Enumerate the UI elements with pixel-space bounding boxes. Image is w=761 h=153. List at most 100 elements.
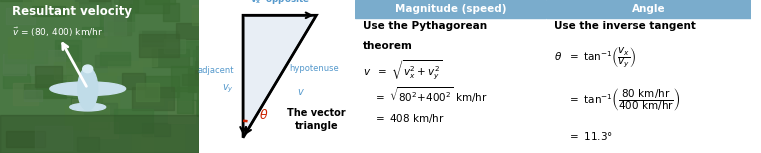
Text: Magnitude (speed): Magnitude (speed) xyxy=(395,4,506,14)
Ellipse shape xyxy=(50,82,126,96)
Bar xyxy=(24,84,65,99)
Text: $\quad =\ 408\ \mathrm{km/hr}$: $\quad =\ 408\ \mathrm{km/hr}$ xyxy=(363,112,445,125)
Text: $\quad\ =\ \tan^{-1}\!\left(\dfrac{80\ \mathrm{km/hr}}{400\ \mathrm{km/hr}}\righ: $\quad\ =\ \tan^{-1}\!\left(\dfrac{80\ \… xyxy=(554,86,680,113)
Bar xyxy=(23,0,63,11)
Text: $\quad\ =\ 11.3°$: $\quad\ =\ 11.3°$ xyxy=(554,130,613,142)
Bar xyxy=(100,9,134,31)
Bar xyxy=(151,49,189,67)
Bar xyxy=(82,27,104,37)
Bar xyxy=(180,41,205,56)
Bar xyxy=(199,95,242,112)
Ellipse shape xyxy=(78,67,97,110)
Bar xyxy=(139,45,158,66)
Bar xyxy=(77,137,99,151)
Bar xyxy=(104,15,126,35)
Bar xyxy=(122,9,142,26)
Text: $\vec{v}$ = (80, 400) km/hr: $\vec{v}$ = (80, 400) km/hr xyxy=(12,26,103,39)
Bar xyxy=(132,133,153,152)
Bar xyxy=(192,5,228,24)
Bar xyxy=(8,37,33,58)
Bar xyxy=(163,3,180,21)
Text: hypotenuse: hypotenuse xyxy=(289,64,339,73)
Bar xyxy=(546,0,751,18)
Bar xyxy=(97,33,120,47)
Bar xyxy=(355,0,546,18)
Bar xyxy=(35,126,72,150)
Bar xyxy=(3,54,26,75)
Bar xyxy=(43,57,71,68)
Bar xyxy=(72,99,96,114)
Bar xyxy=(114,109,153,133)
Text: Use the Pythagorean: Use the Pythagorean xyxy=(363,21,487,31)
Bar xyxy=(130,0,170,13)
Bar xyxy=(24,90,43,101)
Bar xyxy=(141,31,178,41)
Bar xyxy=(5,44,47,63)
Polygon shape xyxy=(243,15,317,138)
Bar xyxy=(84,103,116,114)
Ellipse shape xyxy=(70,103,106,111)
Bar xyxy=(122,73,145,89)
Bar xyxy=(32,0,71,11)
Bar xyxy=(132,88,174,110)
Bar xyxy=(139,34,180,57)
Bar xyxy=(13,83,38,105)
Bar xyxy=(3,74,30,88)
Bar xyxy=(89,0,110,1)
Bar xyxy=(76,0,105,3)
Bar xyxy=(68,76,86,95)
Bar xyxy=(119,0,138,12)
Text: adjacent: adjacent xyxy=(197,66,234,75)
Bar xyxy=(142,123,170,136)
Bar xyxy=(89,122,118,138)
Bar xyxy=(192,100,221,114)
Bar xyxy=(56,2,78,14)
Text: The vector
triangle: The vector triangle xyxy=(287,108,345,131)
Bar xyxy=(108,61,142,75)
Bar xyxy=(177,87,193,113)
Bar xyxy=(34,116,76,143)
Bar xyxy=(132,86,163,105)
Text: $\theta\ \ =\ \tan^{-1}\!\left(\dfrac{v_x}{v_y}\right)$: $\theta\ \ =\ \tan^{-1}\!\left(\dfrac{v_… xyxy=(554,46,636,70)
Bar xyxy=(170,66,212,91)
Bar xyxy=(193,50,221,69)
Bar xyxy=(187,68,218,92)
Text: Resultant velocity: Resultant velocity xyxy=(12,5,132,18)
Bar xyxy=(55,40,81,67)
Bar xyxy=(91,94,119,120)
Bar xyxy=(168,101,196,123)
Bar xyxy=(164,39,185,53)
Bar xyxy=(136,83,159,101)
Text: Use the inverse tangent: Use the inverse tangent xyxy=(554,21,696,31)
Bar xyxy=(145,76,179,97)
Bar xyxy=(34,66,62,87)
Text: $\theta$: $\theta$ xyxy=(259,108,268,122)
Bar xyxy=(79,73,116,87)
Bar xyxy=(176,23,218,39)
Bar xyxy=(0,0,33,1)
Bar xyxy=(6,8,35,24)
Bar xyxy=(196,93,231,116)
Bar xyxy=(100,52,130,65)
Bar xyxy=(195,61,237,78)
Bar xyxy=(36,75,72,97)
Text: $v_y$: $v_y$ xyxy=(222,82,234,95)
Bar xyxy=(71,98,102,110)
Bar xyxy=(65,105,109,129)
Text: $\mathbf{v_x}$  opposite: $\mathbf{v_x}$ opposite xyxy=(250,0,310,6)
Bar xyxy=(183,74,205,85)
Bar xyxy=(192,8,228,25)
Bar xyxy=(145,0,175,4)
Bar xyxy=(0,115,199,153)
Bar xyxy=(114,0,132,3)
Text: $v\ \ =\ \sqrt{v_x^2+v_y^2}$: $v\ \ =\ \sqrt{v_x^2+v_y^2}$ xyxy=(363,58,442,82)
Bar xyxy=(196,47,219,74)
Bar xyxy=(30,50,65,75)
Text: $v$: $v$ xyxy=(297,87,304,97)
Bar xyxy=(142,125,184,150)
Bar xyxy=(95,55,130,67)
Bar xyxy=(58,45,78,59)
Bar xyxy=(53,62,80,79)
Text: $\quad =\ \sqrt{80^2\!+\!400^2}\ \mathrm{km/hr}$: $\quad =\ \sqrt{80^2\!+\!400^2}\ \mathrm… xyxy=(363,86,488,105)
Text: Angle: Angle xyxy=(632,4,665,14)
